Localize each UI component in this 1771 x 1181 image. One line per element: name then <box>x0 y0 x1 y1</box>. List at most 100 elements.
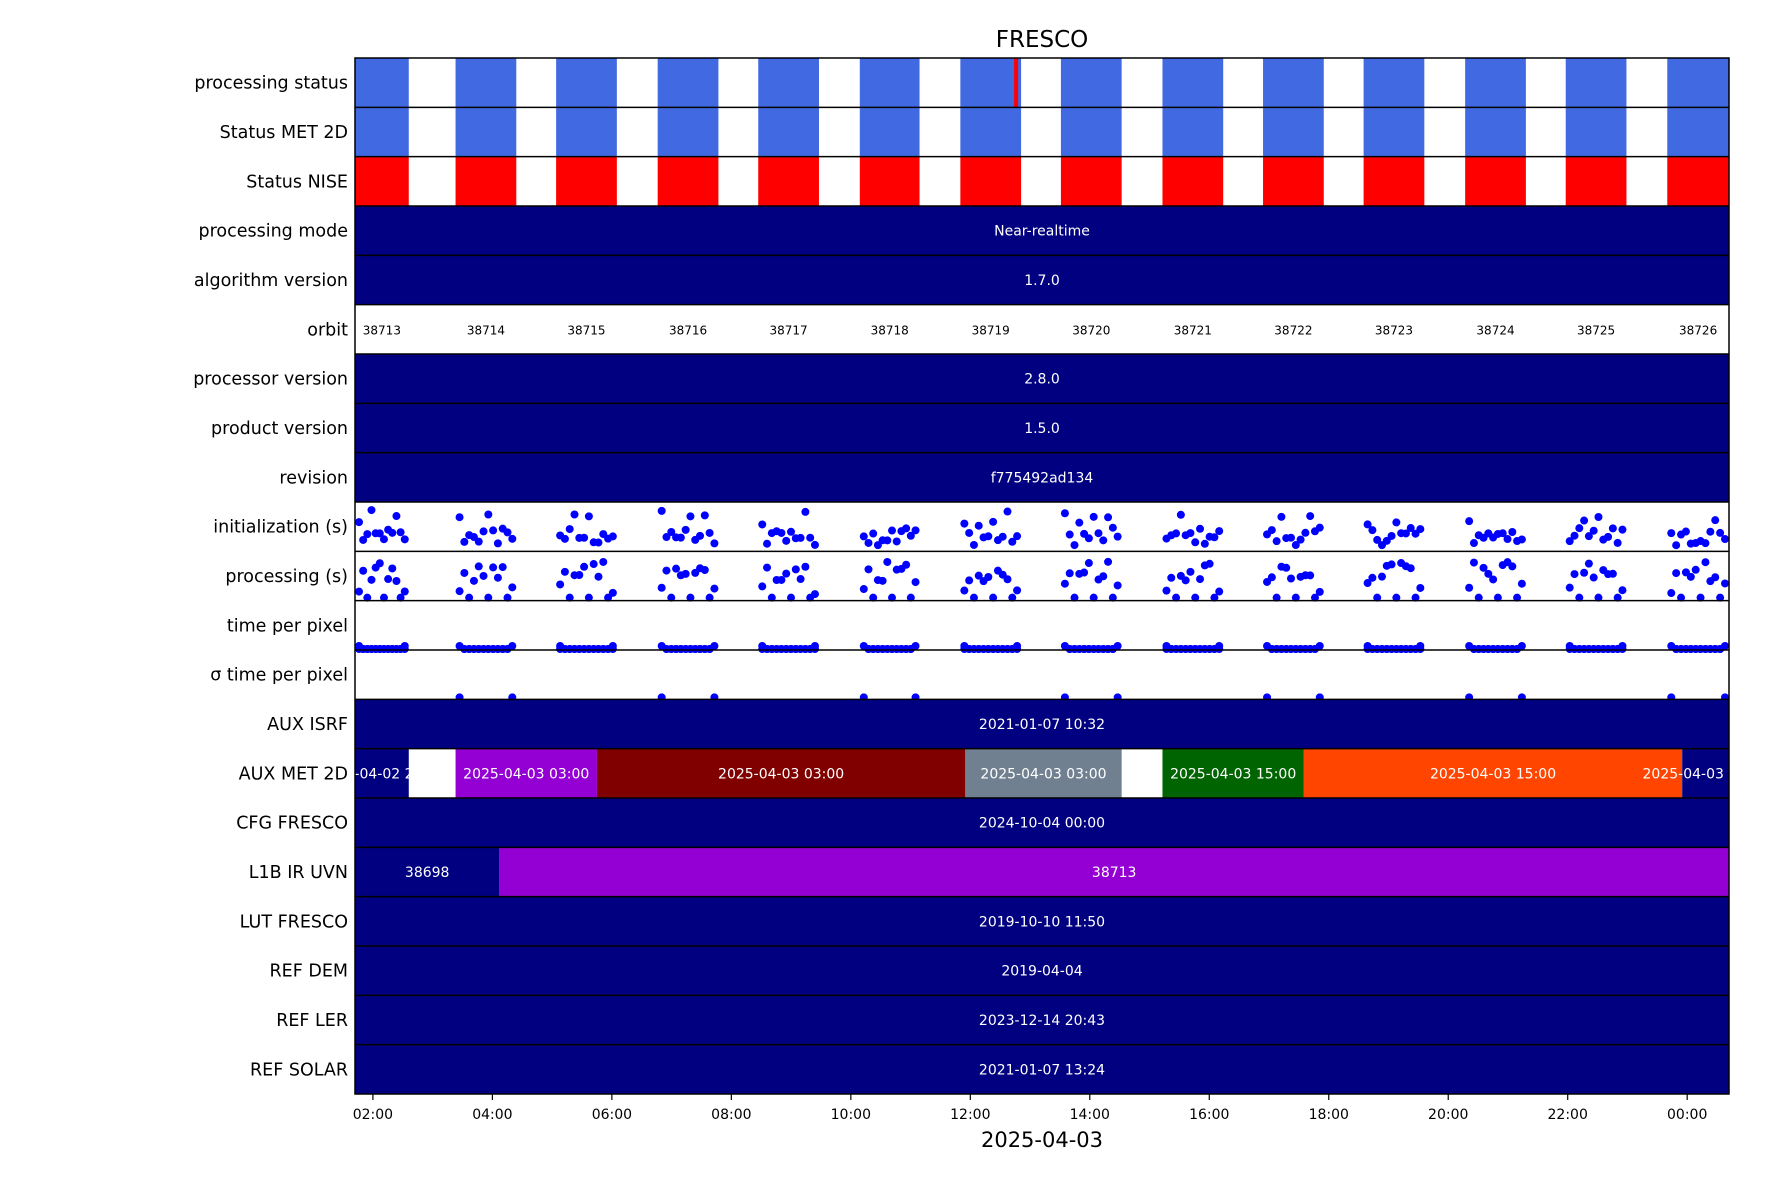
scatter-point-processing-s <box>469 576 478 585</box>
scatter-point-processing-s <box>1618 586 1627 595</box>
x-tick-label: 16:00 <box>1189 1107 1229 1123</box>
row-cfg-fresco: 2024-10-04 00:00 <box>355 798 1729 848</box>
scatter-point-initialization-s <box>570 510 579 519</box>
bar-ref-ler-0 <box>355 995 1729 1045</box>
scatter-point-processing-s <box>565 593 574 602</box>
bar-algorithm-version-0 <box>355 255 1729 305</box>
x-axis: 02:00 04:00 06:00 08:00 10:00 12:00 14:00 16:00… <box>353 1094 1707 1123</box>
scatter-point-processing-s <box>1575 593 1584 602</box>
scatter-point-initialization-s <box>710 539 719 548</box>
scatter-point-processing-s <box>758 582 767 591</box>
scatter-point-initialization-s <box>565 525 574 534</box>
row-l1b-ir-uvn: 38698 38713 <box>355 847 1729 897</box>
bar-label-processor-version-0: 2.8.0 <box>1024 372 1060 388</box>
scatter-point-initialization-s <box>1003 507 1012 516</box>
scatter-point-processing-s <box>465 593 474 602</box>
x-tick-label: 00:00 <box>1667 1107 1707 1123</box>
bar-ref-solar-0 <box>355 1044 1729 1094</box>
orbit-label-38724: 38724 <box>1476 323 1514 337</box>
bar-label-aux-met-2d-4: 2025-04-03 15:00 <box>1170 766 1296 782</box>
bar-label-aux-met-2d-3: 2025-04-03 03:00 <box>980 766 1106 782</box>
scatter-point-initialization-s <box>355 518 363 527</box>
scatter-point-initialization-s <box>460 537 469 546</box>
scatter-point-initialization-s <box>1716 528 1725 537</box>
scatter-point-processing-s <box>1013 586 1022 595</box>
scatter-point-processing-s <box>560 567 569 576</box>
scatter-point-initialization-s <box>1706 527 1715 536</box>
scatter-point-processing-s <box>1205 559 1214 568</box>
scatter-point-initialization-s <box>676 533 685 542</box>
scatter-point-processing-s <box>1210 593 1219 602</box>
scatter-point-initialization-s <box>1089 512 1098 521</box>
orbit-label-38714: 38714 <box>467 323 505 337</box>
scatter-point-time-per-pixel <box>1618 645 1627 653</box>
bar-label-product-version-0: 1.5.0 <box>1024 421 1060 437</box>
scatter-point-processing-s <box>681 569 690 578</box>
scatter-point-initialization-s <box>960 519 969 528</box>
scatter-point-initialization-s <box>1721 535 1729 544</box>
scatter-point-processing-s <box>1272 593 1281 602</box>
scatter-point-processing-s <box>1479 563 1488 572</box>
scatter-point-initialization-s <box>489 526 498 535</box>
bar-label-processing-mode-0: Near-realtime <box>994 224 1090 240</box>
scatter-point-processing-s <box>1716 593 1725 602</box>
scatter-point-processing-s <box>1589 573 1598 582</box>
row-label-algorithm-version: algorithm version <box>194 271 348 291</box>
scatter-point-processing-s <box>1084 559 1093 568</box>
scatter-point-initialization-s <box>1613 538 1622 547</box>
scatter-point-initialization-s <box>1681 527 1690 536</box>
bar-aux-met-2d-1 <box>455 748 597 798</box>
orbit-label-38723: 38723 <box>1375 323 1413 337</box>
scatter-point-initialization-s <box>696 531 705 540</box>
scatter-point-processing-s <box>911 578 920 587</box>
scatter-point-initialization-s <box>681 525 690 534</box>
scatter-point-processing-s <box>1711 573 1720 582</box>
scatter-point-processing-s <box>883 557 892 566</box>
scatter-point-initialization-s <box>1200 539 1209 548</box>
scatter-point-processing-s <box>455 587 464 596</box>
scatter-point-processing-s <box>1580 568 1589 577</box>
scatter-point-processing-s <box>359 566 368 575</box>
scatter-point-processing-s <box>1387 560 1396 569</box>
bar-label-aux-met-2d-5: 2025-04-03 15:00 <box>1430 766 1556 782</box>
scatter-point-processing-s <box>1368 573 1377 582</box>
scatter-point-processing-s <box>1080 568 1089 577</box>
bar-label-lut-fresco-0: 2019-10-10 11:50 <box>979 914 1105 930</box>
scatter-point-initialization-s <box>1196 524 1205 533</box>
status-block-38714 <box>455 156 517 206</box>
row-label-revision: revision <box>279 468 348 488</box>
scatter-point-initialization-s <box>1084 534 1093 543</box>
scatter-point-processing-s <box>965 576 974 585</box>
scatter-point-processing-s <box>864 565 873 574</box>
bar-aux-met-2d-2 <box>596 748 966 798</box>
row-label-processing-mode: processing mode <box>198 222 348 242</box>
scatter-point-initialization-s <box>782 536 791 545</box>
scatter-point-initialization-s <box>965 528 974 537</box>
scatter-point-processing-s <box>1677 593 1686 602</box>
scatter-point-processing-s <box>1570 570 1579 579</box>
plot-frame <box>354 57 1730 1095</box>
scatter-point-initialization-s <box>1186 529 1195 538</box>
scatter-point-processing-s <box>969 593 978 602</box>
scatter-point-initialization-s <box>1672 541 1681 550</box>
scatter-point-processing-s <box>1060 579 1069 588</box>
scatter-point-processing-s <box>960 586 969 595</box>
scatter-point-initialization-s <box>1291 541 1300 550</box>
scatter-point-processing-s <box>1310 593 1319 602</box>
scatter-point-initialization-s <box>911 526 920 535</box>
scatter-point-initialization-s <box>1604 532 1613 541</box>
row-separators <box>355 106 1729 1046</box>
scatter-point-initialization-s <box>989 517 998 526</box>
scatter-point-initialization-s <box>1469 539 1478 548</box>
row-ref-dem: 2019-04-04 <box>355 946 1729 996</box>
status-block-38722 <box>1263 156 1324 206</box>
scatter-point-initialization-s <box>400 535 409 544</box>
scatter-point-processing-s <box>503 593 512 602</box>
row-status-nise <box>355 156 1729 206</box>
status-block-38721 <box>1162 107 1224 157</box>
status-block-38718 <box>859 156 920 206</box>
orbit-label-38722: 38722 <box>1274 323 1312 337</box>
x-tick-label: 18:00 <box>1309 1107 1349 1123</box>
scatter-point-processing-s <box>1465 583 1474 592</box>
